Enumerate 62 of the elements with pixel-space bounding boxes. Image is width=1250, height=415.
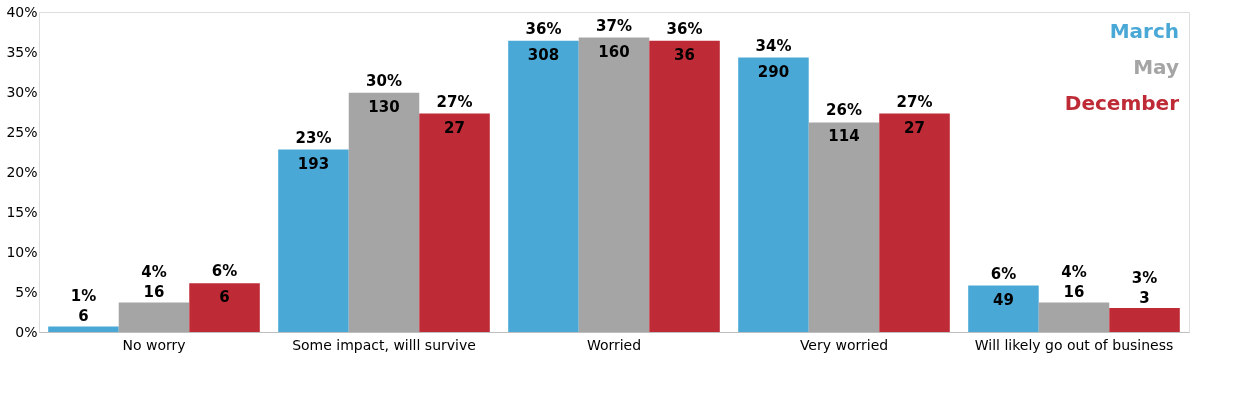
y-tick-label: 20% xyxy=(6,163,38,180)
y-tick-label: 15% xyxy=(6,203,38,220)
data-label: 36% xyxy=(666,19,703,38)
data-label: 34% xyxy=(755,36,792,55)
data-label: 3% xyxy=(1131,269,1158,287)
y-tick-label: 40% xyxy=(6,3,38,20)
y-tick-label: 5% xyxy=(15,283,38,300)
data-label: 26% xyxy=(826,101,862,120)
data-label: 6% xyxy=(211,262,238,281)
annotation: 27 xyxy=(444,118,465,137)
x-tick-label: Worried xyxy=(586,336,642,353)
x-tick-label: Some impact, willl survive xyxy=(292,336,476,353)
data-label: 4% xyxy=(1061,263,1087,282)
text: May xyxy=(1133,55,1179,79)
annotation: 6 xyxy=(219,288,230,307)
y-tick-label: 35% xyxy=(6,43,38,60)
annotation: 160 xyxy=(598,42,630,61)
data-label: 27% xyxy=(436,92,473,111)
annotation: 3 xyxy=(1139,289,1150,307)
bar xyxy=(1038,302,1110,332)
bar xyxy=(1109,308,1180,332)
annotation: 16 xyxy=(1063,283,1085,302)
annotation: 308 xyxy=(527,45,560,64)
x-tick-label: Very worried xyxy=(799,336,889,353)
text: December xyxy=(1064,91,1180,115)
data-label: 6% xyxy=(990,264,1017,283)
annotation: 27 xyxy=(904,118,925,137)
bar xyxy=(48,326,119,332)
annotation: 49 xyxy=(993,290,1014,309)
bar xyxy=(118,302,190,332)
bar xyxy=(419,113,490,332)
bar xyxy=(738,57,809,332)
annotation: 193 xyxy=(297,154,330,173)
data-label: 4% xyxy=(141,263,167,282)
data-label: 1% xyxy=(70,287,97,306)
annotation: 36 xyxy=(674,45,695,64)
annotation: 6 xyxy=(78,307,89,326)
bar xyxy=(278,149,349,332)
bar xyxy=(348,92,420,332)
annotation: 16 xyxy=(143,283,165,302)
x-tick-label: Will likely go out of business xyxy=(974,336,1174,353)
data-label: 37% xyxy=(596,16,632,35)
y-tick-label: 25% xyxy=(6,123,38,140)
text: March xyxy=(1109,19,1179,43)
bar xyxy=(879,113,950,332)
bar xyxy=(578,37,650,332)
data-label: 36% xyxy=(525,19,562,38)
y-tick-label: 0% xyxy=(15,323,38,340)
bar xyxy=(808,122,880,332)
bar xyxy=(968,285,1039,332)
data-label: 23% xyxy=(295,128,332,147)
bar xyxy=(189,283,260,332)
bar xyxy=(508,40,579,332)
x-tick-label: No worry xyxy=(122,336,186,353)
data-label: 27% xyxy=(896,92,933,111)
y-tick-label: 30% xyxy=(6,83,38,100)
annotation: 290 xyxy=(757,62,790,81)
annotation: 130 xyxy=(368,97,400,116)
data-label: 30% xyxy=(366,71,402,90)
annotation: 114 xyxy=(828,127,860,146)
y-tick-label: 10% xyxy=(6,243,38,260)
bar xyxy=(649,40,720,332)
